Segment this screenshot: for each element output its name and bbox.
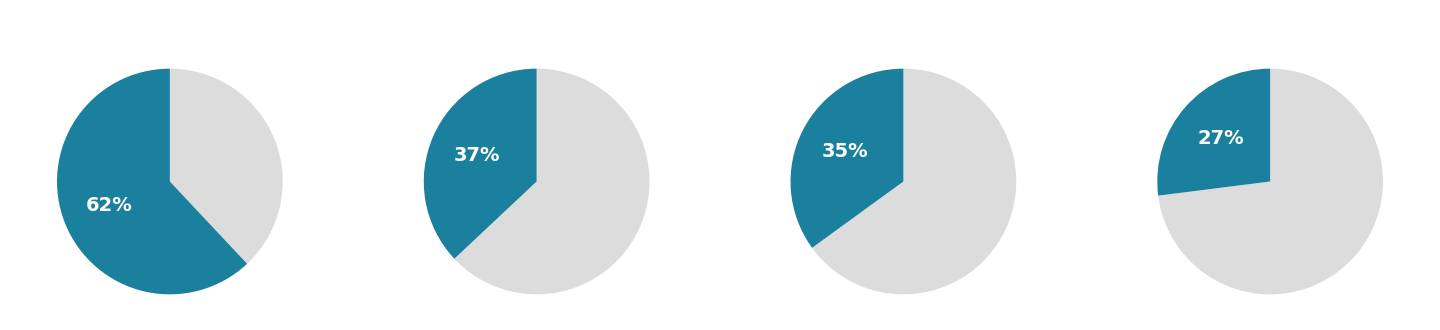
Wedge shape [1158, 69, 1382, 294]
Text: 62%: 62% [85, 196, 132, 215]
Text: 35%: 35% [822, 142, 868, 161]
Wedge shape [170, 69, 282, 264]
Text: 27%: 27% [1198, 129, 1244, 148]
Wedge shape [812, 69, 1017, 294]
Wedge shape [455, 69, 649, 294]
Wedge shape [791, 69, 903, 248]
Text: 37%: 37% [454, 146, 500, 165]
Wedge shape [423, 69, 537, 259]
Wedge shape [58, 69, 248, 294]
Wedge shape [1158, 69, 1270, 196]
